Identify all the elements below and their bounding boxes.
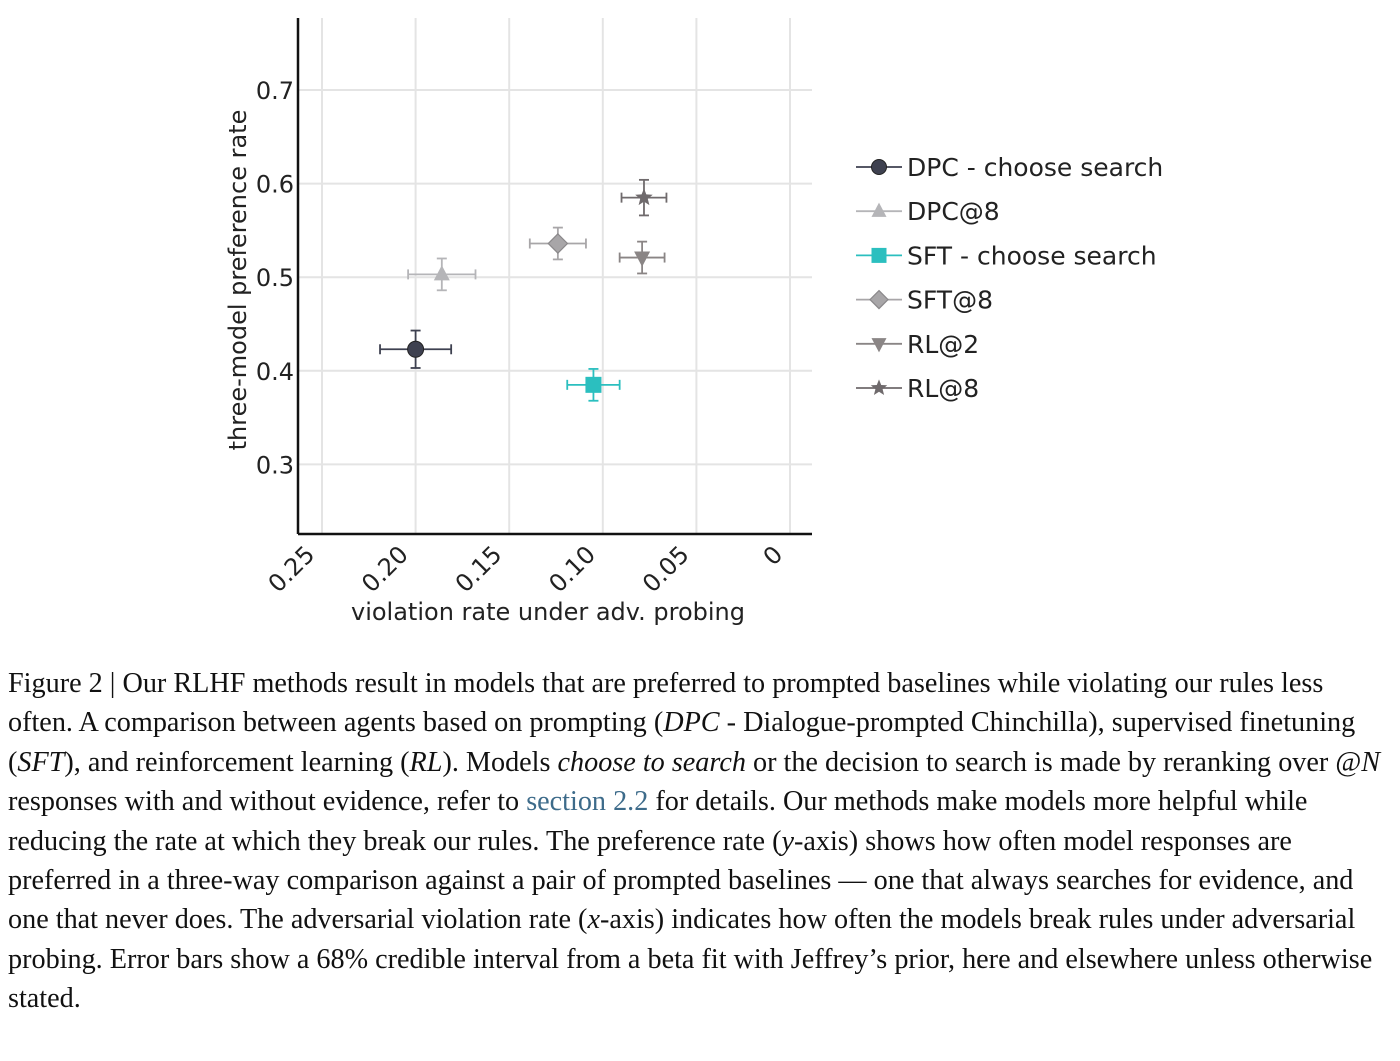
caption-part: for details. Our methods make models mor… [8, 786, 1308, 857]
caption-label: Figure 2 | [8, 668, 123, 699]
caption-part: Our RLHF methods result in models that a… [8, 668, 1324, 739]
data-points [379, 178, 668, 402]
legend-item-dpc-choose-search: DPC - choose search [856, 153, 1163, 182]
caption-term-choose: choose to search [557, 746, 746, 778]
scatter-chart: 0.3 0.4 0.5 0.6 0.7 0.25 0.20 0.15 0.10 0.05 0 DPC… [224, 18, 1163, 626]
caption-var-x: x [587, 904, 600, 936]
x-tick-label: 0.25 [263, 540, 321, 598]
x-tick-label: 0.05 [637, 540, 695, 598]
point-dpc-8 [407, 257, 477, 292]
legend-marker-diamond [869, 289, 889, 310]
caption-text: Figure 2 | Our RLHF methods result in mo… [8, 664, 1388, 1019]
y-tick-label: 0.7 [256, 77, 294, 105]
marker-square [585, 376, 602, 393]
y-tick-label: 0.5 [256, 264, 294, 292]
legend-marker-triangle-down [871, 338, 887, 353]
marker-triangle-down [634, 251, 651, 267]
y-tick-label: 0.6 [256, 171, 294, 199]
caption-term-dpc: DPC [663, 707, 720, 739]
marker-diamond [547, 233, 569, 254]
point-rl-2 [618, 240, 666, 275]
legend-label: SFT - choose search [907, 241, 1157, 270]
legend: DPC - choose search DPC@8 SFT - choose sea… [856, 153, 1163, 403]
y-tick-label: 0.3 [256, 451, 294, 479]
legend-label: RL@8 [907, 374, 979, 403]
legend-item-rl-8: RL@8 [856, 374, 979, 403]
x-tick-label: 0.10 [543, 540, 601, 598]
marker-star [635, 188, 653, 206]
x-tick-label: 0 [758, 540, 789, 571]
point-sft-choose-search [566, 368, 621, 402]
legend-marker-square [871, 247, 887, 263]
point-rl-8 [620, 178, 668, 217]
legend-label: DPC - choose search [907, 153, 1163, 182]
y-axis-label: three-model preference rate [224, 110, 252, 451]
figure-caption: Figure 2 | Our RLHF methods result in mo… [8, 664, 1388, 1019]
point-sft-8 [528, 226, 587, 261]
legend-label: SFT@8 [907, 286, 993, 315]
caption-term-sft: SFT [17, 746, 65, 778]
grid-lines [298, 18, 812, 534]
legend-label: DPC@8 [907, 197, 1000, 226]
x-tick-label: 0.20 [356, 540, 414, 598]
caption-part: ). Models [442, 746, 558, 778]
point-dpc-choose-search [379, 329, 453, 369]
legend-item-rl-2: RL@2 [856, 330, 979, 359]
caption-part: -axis) shows how often model responses a… [8, 825, 1354, 936]
caption-part: responses with and without evidence, ref… [8, 786, 527, 818]
caption-part: - Dialogue-prompted Chinchilla), supervi… [8, 707, 1356, 778]
caption-part: or the decision to search is made by rer… [745, 746, 1362, 778]
legend-item-sft-8: SFT@8 [856, 286, 993, 315]
caption-var-y: y [781, 825, 794, 857]
y-tick-label: 0.4 [256, 358, 294, 386]
caption-term-n: N [1361, 746, 1381, 778]
legend-marker-circle [871, 159, 887, 175]
tick-labels: 0.3 0.4 0.5 0.6 0.7 0.25 0.20 0.15 0.10 0.05 0 [256, 77, 788, 598]
legend-item-dpc-8: DPC@8 [856, 197, 1000, 226]
legend-item-sft-choose-search: SFT - choose search [856, 241, 1157, 270]
marker-circle [407, 340, 425, 358]
legend-label: RL@2 [907, 330, 979, 359]
x-tick-label: 0.15 [450, 540, 508, 598]
caption-part: ), and reinforcement learning ( [64, 746, 410, 778]
caption-part: -axis) indicates how often the models br… [8, 904, 1373, 1015]
legend-marker-star [870, 379, 888, 395]
axes [296, 18, 812, 536]
x-axis-label: violation rate under adv. probing [351, 598, 745, 626]
legend-marker-triangle-up [871, 202, 887, 217]
section-link[interactable]: section 2.2 [526, 786, 649, 818]
marker-triangle-up [433, 265, 450, 281]
caption-term-rl: RL [409, 746, 443, 778]
